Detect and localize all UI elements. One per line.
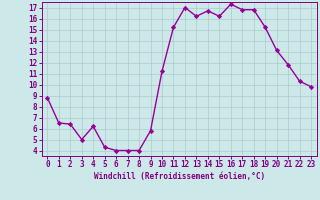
X-axis label: Windchill (Refroidissement éolien,°C): Windchill (Refroidissement éolien,°C): [94, 172, 265, 181]
